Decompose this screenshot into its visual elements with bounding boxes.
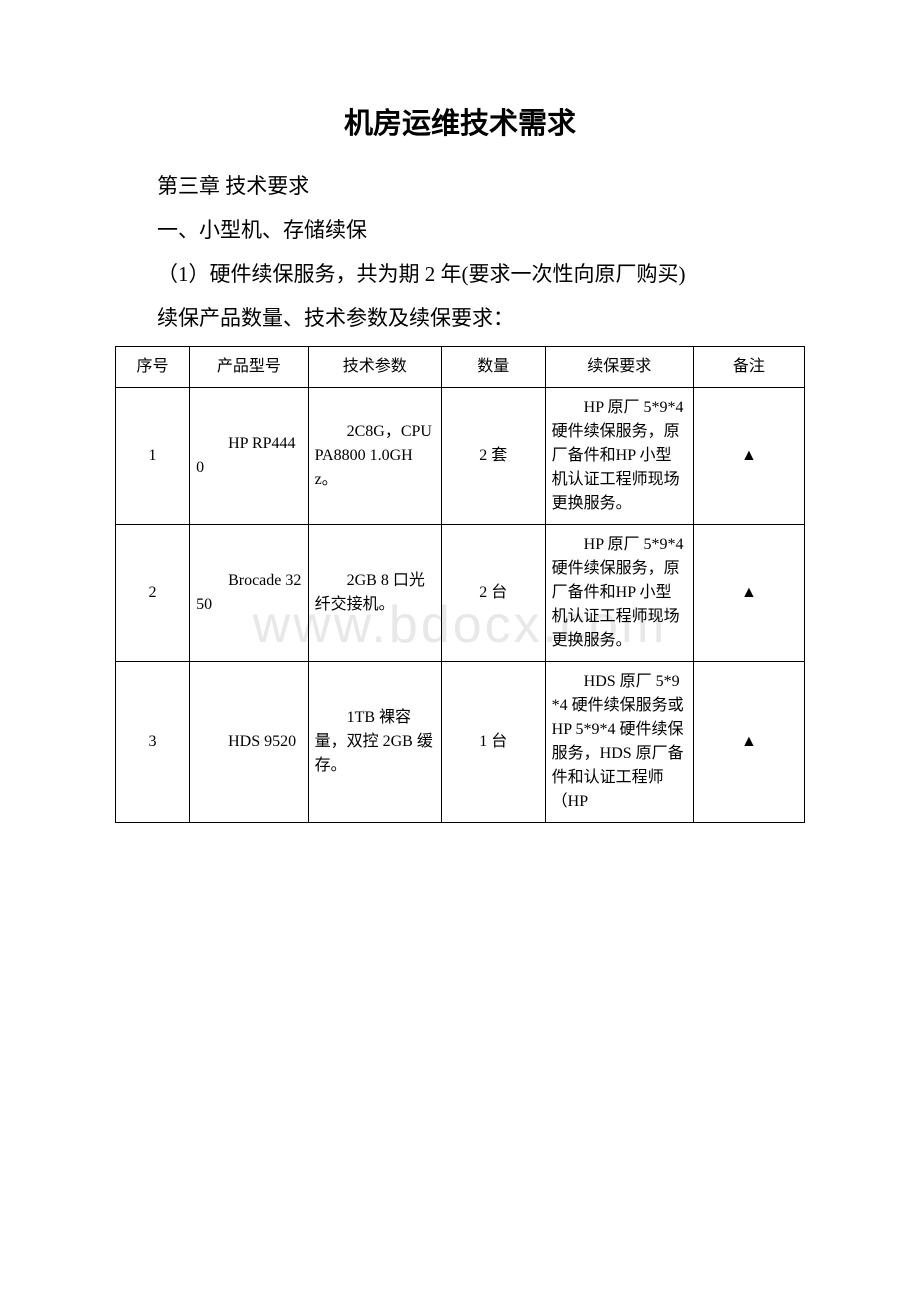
requirements-table: 序号 产品型号 技术参数 数量 续保要求 备注 1 HP RP4440 2C8G…: [115, 346, 805, 823]
col-header-qty: 数量: [441, 347, 545, 388]
paragraph-2: 续保产品数量、技术参数及续保要求：: [115, 302, 805, 332]
table-header-row: 序号 产品型号 技术参数 数量 续保要求 备注: [116, 347, 805, 388]
cell-spec: 2C8G，CPUPA8800 1.0GHz。: [308, 388, 441, 525]
col-header-seq: 序号: [116, 347, 190, 388]
table-row: 2 Brocade 3250 2GB 8 口光纤交接机。 2 台 HP 原厂 5…: [116, 525, 805, 662]
cell-remark: ▲: [693, 662, 804, 823]
cell-seq: 2: [116, 525, 190, 662]
section-heading: 一、小型机、存储续保: [115, 214, 805, 244]
cell-spec: 1TB 裸容量，双控 2GB 缓存。: [308, 662, 441, 823]
cell-remark: ▲: [693, 388, 804, 525]
document-content: 机房运维技术需求 第三章 技术要求 一、小型机、存储续保 （1）硬件续保服务，共…: [115, 100, 805, 823]
cell-req: HP 原厂 5*9*4 硬件续保服务，原厂备件和HP 小型机认证工程师现场更换服…: [545, 388, 693, 525]
cell-remark: ▲: [693, 525, 804, 662]
cell-qty: 2 套: [441, 388, 545, 525]
cell-qty: 2 台: [441, 525, 545, 662]
table-row: 1 HP RP4440 2C8G，CPUPA8800 1.0GHz。 2 套 H…: [116, 388, 805, 525]
cell-model: Brocade 3250: [190, 525, 309, 662]
cell-req: HDS 原厂 5*9*4 硬件续保服务或 HP 5*9*4 硬件续保服务，HDS…: [545, 662, 693, 823]
col-header-req: 续保要求: [545, 347, 693, 388]
table-row: 3 HDS 9520 1TB 裸容量，双控 2GB 缓存。 1 台 HDS 原厂…: [116, 662, 805, 823]
cell-seq: 1: [116, 388, 190, 525]
col-header-spec: 技术参数: [308, 347, 441, 388]
cell-model: HP RP4440: [190, 388, 309, 525]
col-header-model: 产品型号: [190, 347, 309, 388]
chapter-heading: 第三章 技术要求: [115, 170, 805, 200]
cell-seq: 3: [116, 662, 190, 823]
cell-model: HDS 9520: [190, 662, 309, 823]
cell-req: HP 原厂 5*9*4 硬件续保服务，原厂备件和HP 小型机认证工程师现场更换服…: [545, 525, 693, 662]
document-title: 机房运维技术需求: [115, 100, 805, 142]
paragraph-1: （1）硬件续保服务，共为期 2 年(要求一次性向原厂购买): [115, 258, 805, 288]
cell-spec: 2GB 8 口光纤交接机。: [308, 525, 441, 662]
col-header-remark: 备注: [693, 347, 804, 388]
cell-qty: 1 台: [441, 662, 545, 823]
